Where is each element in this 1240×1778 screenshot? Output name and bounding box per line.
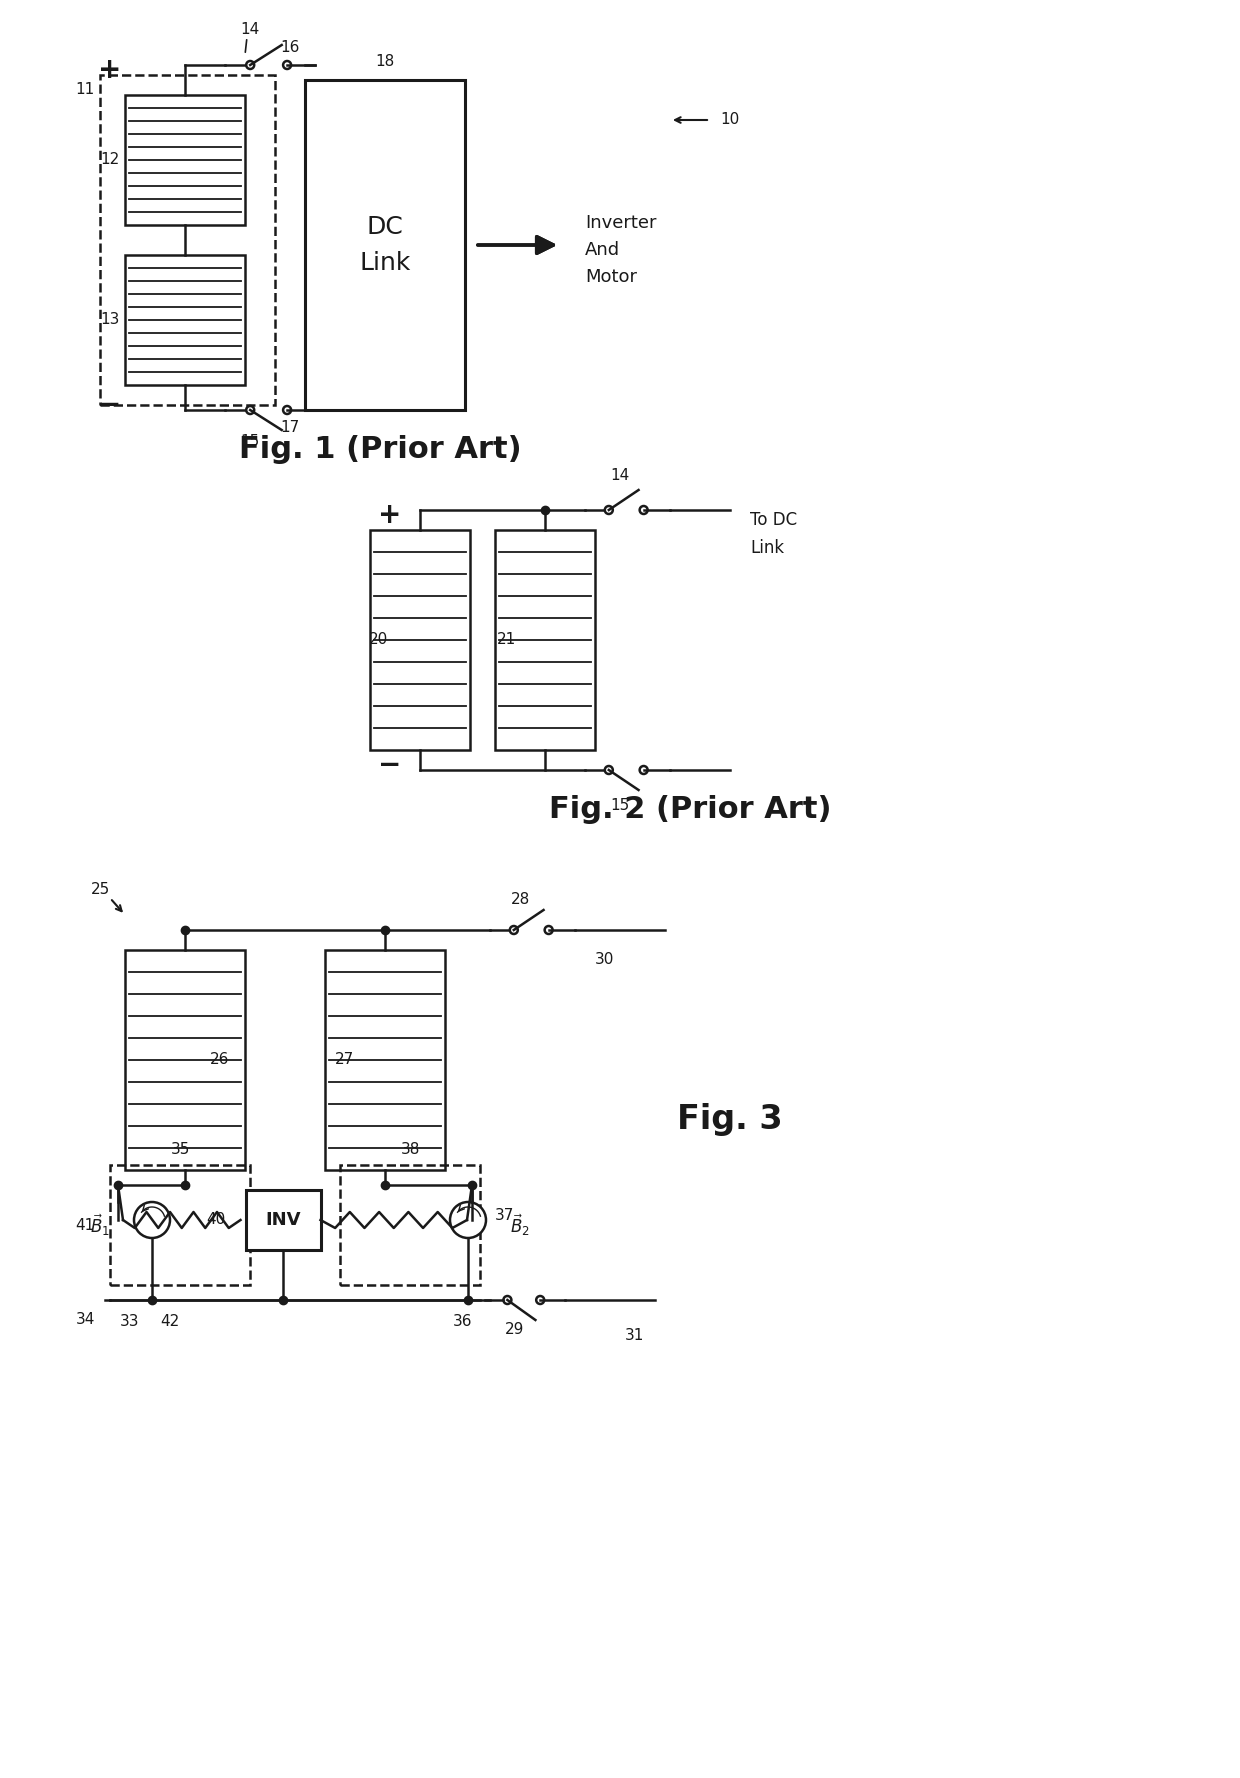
Bar bbox=[370, 530, 470, 750]
Text: Inverter: Inverter bbox=[585, 213, 656, 231]
Text: INV: INV bbox=[265, 1211, 301, 1229]
FancyArrowPatch shape bbox=[477, 236, 553, 252]
Text: 29: 29 bbox=[506, 1323, 525, 1337]
Text: 16: 16 bbox=[280, 39, 300, 55]
Bar bbox=[125, 254, 246, 386]
Text: 40: 40 bbox=[206, 1213, 226, 1227]
Bar bbox=[340, 1165, 480, 1285]
Text: +: + bbox=[378, 501, 402, 530]
Text: $\vec{B}_1$: $\vec{B}_1$ bbox=[91, 1213, 110, 1237]
Text: 33: 33 bbox=[120, 1314, 140, 1330]
Bar bbox=[495, 530, 595, 750]
Text: 13: 13 bbox=[100, 313, 120, 327]
Bar bbox=[125, 949, 246, 1170]
Text: Motor: Motor bbox=[585, 268, 637, 286]
Text: 20: 20 bbox=[368, 633, 388, 647]
Text: 25: 25 bbox=[91, 882, 109, 898]
Bar bbox=[305, 80, 465, 411]
Text: 15: 15 bbox=[610, 798, 630, 813]
Text: −: − bbox=[98, 391, 122, 420]
Text: 11: 11 bbox=[76, 82, 95, 98]
Text: DC: DC bbox=[367, 215, 403, 238]
Bar bbox=[110, 1165, 250, 1285]
Bar bbox=[246, 1189, 320, 1250]
Text: Link: Link bbox=[360, 251, 410, 276]
Text: −: − bbox=[378, 750, 402, 779]
Text: 12: 12 bbox=[100, 153, 119, 167]
Text: Link: Link bbox=[750, 539, 784, 557]
Text: Fig. 1 (Prior Art): Fig. 1 (Prior Art) bbox=[238, 436, 521, 464]
Text: 26: 26 bbox=[211, 1053, 229, 1067]
Text: 17: 17 bbox=[280, 421, 300, 436]
Circle shape bbox=[134, 1202, 170, 1237]
Text: 36: 36 bbox=[454, 1314, 472, 1330]
Text: 15: 15 bbox=[241, 434, 259, 450]
Text: 41: 41 bbox=[76, 1218, 95, 1232]
Text: Fig. 3: Fig. 3 bbox=[677, 1104, 782, 1136]
Text: $\vec{B}_2$: $\vec{B}_2$ bbox=[510, 1213, 529, 1237]
Circle shape bbox=[450, 1202, 486, 1237]
Text: 35: 35 bbox=[170, 1143, 190, 1157]
Text: 27: 27 bbox=[335, 1053, 355, 1067]
Text: 37: 37 bbox=[495, 1207, 515, 1223]
Text: 34: 34 bbox=[76, 1312, 95, 1328]
Text: 10: 10 bbox=[720, 112, 739, 128]
Text: +: + bbox=[98, 55, 122, 84]
Text: Fig. 2 (Prior Art): Fig. 2 (Prior Art) bbox=[549, 795, 831, 825]
Text: 42: 42 bbox=[160, 1314, 180, 1330]
Text: 14: 14 bbox=[241, 23, 259, 37]
Text: 38: 38 bbox=[401, 1143, 419, 1157]
Text: 18: 18 bbox=[376, 55, 394, 69]
Bar bbox=[325, 949, 445, 1170]
Text: And: And bbox=[585, 242, 620, 260]
Text: 30: 30 bbox=[595, 953, 615, 967]
Text: 21: 21 bbox=[497, 633, 517, 647]
Text: To DC: To DC bbox=[750, 510, 797, 530]
Bar bbox=[100, 75, 275, 405]
Text: 28: 28 bbox=[511, 893, 529, 907]
Text: 31: 31 bbox=[625, 1328, 645, 1342]
Bar bbox=[125, 94, 246, 226]
Text: 14: 14 bbox=[610, 468, 630, 482]
